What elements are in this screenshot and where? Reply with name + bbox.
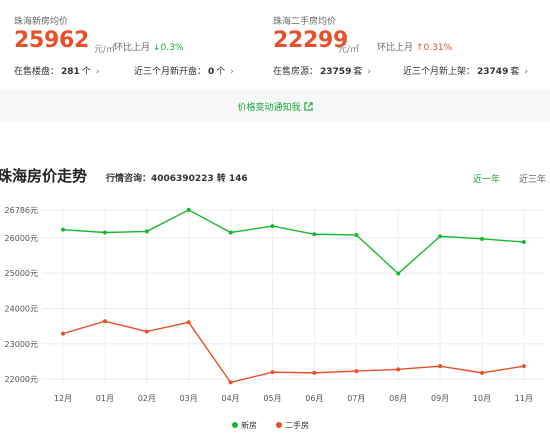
data-point-second — [228, 380, 233, 385]
new-house-unit: 元/㎡ — [94, 45, 116, 55]
price-trend-chart: 26786元 26000元 25000元 24000元 23000元 22000元 12月 0… — [5, 206, 545, 403]
data-point-new — [102, 230, 107, 235]
new-house-title: 珠海新房均价 — [14, 17, 69, 27]
price-summary: 珠海新房均价 25962 元/㎡ 环比上月 ↓0.3% 在售楼盘： 281 个 › 近三… — [0, 0, 550, 88]
mom-label: 环比上月 — [114, 43, 151, 53]
external-link-icon — [303, 102, 313, 111]
y-tick-label: 26000元 — [5, 234, 38, 243]
notify-bar — [0, 90, 550, 122]
data-point-new — [61, 227, 65, 232]
data-point-second — [312, 370, 317, 375]
y-tick-label: 24000元 — [5, 305, 38, 314]
data-point-new — [354, 232, 359, 237]
second-house-mom: 环比上月 ↑0.31% — [377, 40, 452, 53]
second-house-price: 22299 — [273, 28, 349, 53]
x-tick-label: 08月 — [389, 394, 407, 403]
chevron-right-icon: › — [230, 67, 234, 77]
x-tick-label: 06月 — [305, 394, 323, 403]
second-recent-link[interactable]: 近三个月新上架： 23749 套 › — [403, 67, 528, 77]
x-tick-label: 12月 — [54, 394, 72, 403]
y-tick-label: 26786元 — [5, 206, 38, 215]
y-tick-label: 22000元 — [5, 375, 38, 384]
y-tick-label: 25000元 — [5, 269, 38, 278]
data-point-second — [396, 367, 401, 372]
x-tick-label: 03月 — [180, 394, 198, 403]
new-recent-link[interactable]: 近三个月新开盘： 0 个 › — [134, 67, 234, 77]
trend-title: 珠海房价走势 — [0, 167, 88, 185]
data-point-new — [186, 207, 191, 212]
x-tick-label: 04月 — [222, 394, 240, 403]
new-on-sale-link[interactable]: 在售楼盘： 281 个 › — [14, 67, 100, 77]
hotline: 行情咨询：4006390223 转 146 — [106, 174, 248, 184]
x-tick-label: 01月 — [96, 394, 114, 403]
mom-value: ↑0.31% — [416, 43, 453, 53]
legend-dot — [276, 422, 282, 428]
tab-one-year[interactable]: 近一年 — [473, 175, 501, 185]
data-point-second — [521, 364, 526, 369]
legend-dot — [232, 422, 238, 428]
new-house-mom: 环比上月 ↓0.3% — [114, 40, 183, 53]
data-point-second — [102, 319, 107, 324]
data-point-new — [228, 230, 233, 235]
data-point-new — [144, 229, 149, 234]
x-tick-label: 09月 — [431, 394, 449, 403]
tab-three-years[interactable]: 近三年 — [519, 175, 547, 185]
price-notify-link[interactable]: 价格变动通知我 — [0, 100, 550, 113]
chevron-right-icon: › — [524, 67, 528, 77]
second-house-title: 珠海二手房均价 — [273, 17, 337, 27]
data-point-new — [521, 240, 526, 245]
chevron-right-icon: › — [95, 67, 100, 77]
series-line-second — [62, 320, 525, 384]
mom-label: 环比上月 — [377, 43, 414, 53]
x-tick-label: 10月 — [473, 394, 491, 403]
x-tick-label: 11月 — [515, 394, 533, 403]
data-point-second — [61, 331, 65, 336]
y-tick-label: 23000元 — [5, 340, 38, 349]
series-line-new — [62, 209, 524, 275]
data-point-second — [480, 370, 484, 375]
data-point-second — [354, 369, 359, 374]
data-point-new — [396, 271, 401, 276]
legend-item-second[interactable]: 二手房 — [276, 420, 309, 431]
data-point-second — [270, 370, 275, 375]
data-point-second — [144, 329, 149, 334]
data-point-second — [186, 320, 191, 325]
chevron-right-icon: › — [367, 67, 371, 77]
data-point-new — [480, 236, 484, 241]
mom-value: ↓0.3% — [153, 43, 184, 53]
data-point-second — [438, 364, 443, 369]
legend-item-new[interactable]: 新房 — [232, 420, 257, 431]
x-tick-label: 05月 — [263, 394, 281, 403]
data-point-new — [312, 232, 317, 237]
x-tick-label: 02月 — [138, 394, 156, 403]
second-house-unit: 元/㎡ — [338, 45, 360, 55]
second-on-sale-link[interactable]: 在售房源： 23759 套 › — [273, 67, 371, 77]
data-point-new — [438, 234, 443, 239]
data-point-new — [270, 224, 275, 229]
x-tick-label: 07月 — [347, 394, 365, 403]
new-house-price: 25962 — [14, 28, 90, 53]
